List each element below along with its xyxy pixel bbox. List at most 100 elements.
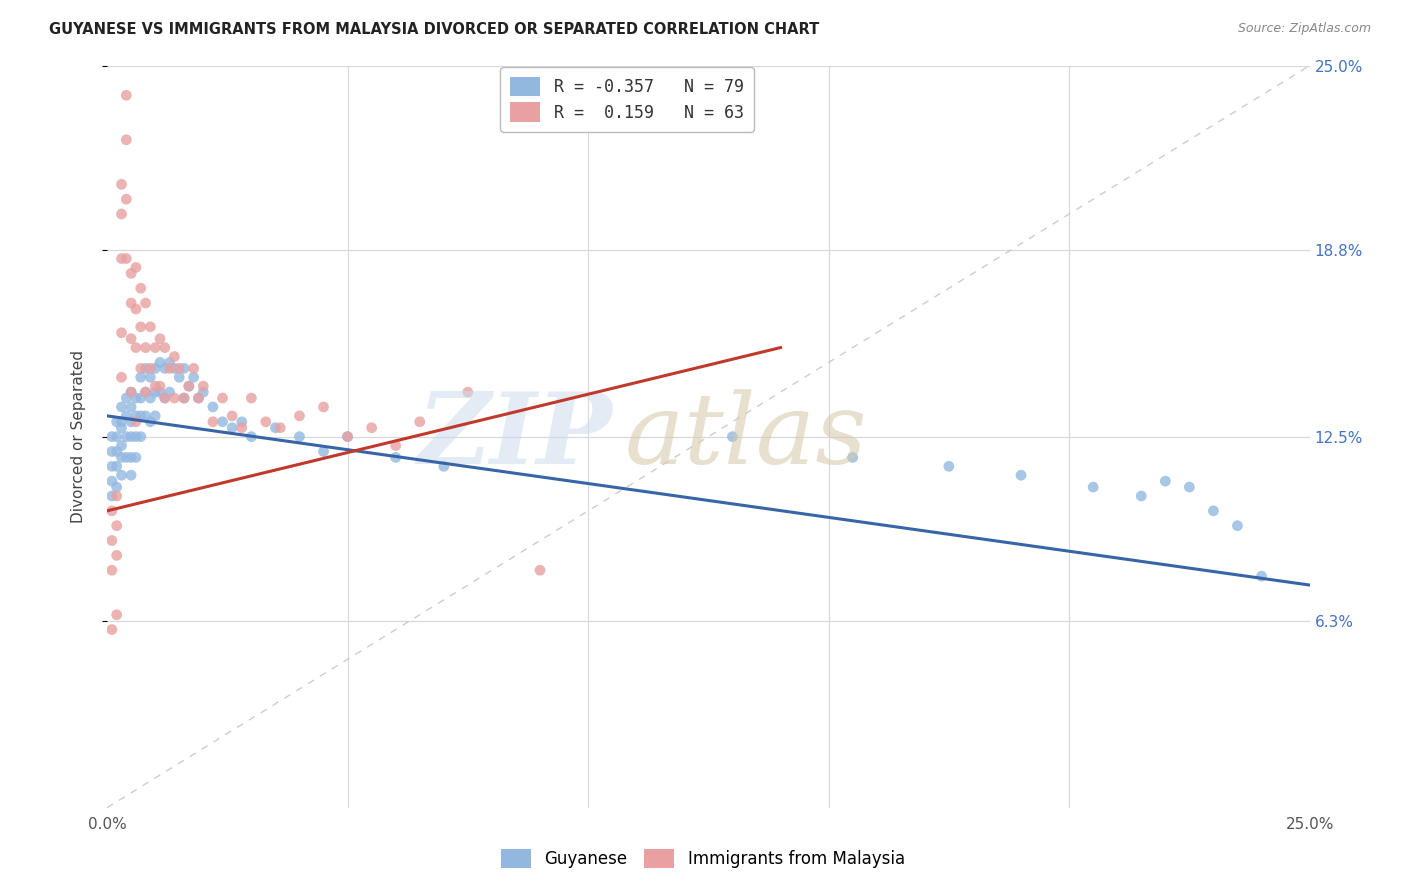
Point bbox=[101, 459, 124, 474]
Point bbox=[1250, 569, 1272, 583]
Point bbox=[101, 430, 124, 444]
Point bbox=[264, 421, 287, 435]
Point bbox=[105, 518, 128, 533]
Point bbox=[129, 370, 152, 384]
Point bbox=[1154, 474, 1177, 488]
Point bbox=[153, 341, 176, 355]
Point bbox=[101, 444, 124, 458]
Point bbox=[177, 379, 200, 393]
Point bbox=[143, 385, 166, 400]
Y-axis label: Divorced or Separated: Divorced or Separated bbox=[72, 351, 86, 523]
Point bbox=[183, 361, 205, 376]
Point bbox=[120, 266, 142, 280]
Point bbox=[129, 430, 152, 444]
Point bbox=[288, 409, 311, 423]
Point bbox=[105, 415, 128, 429]
Point bbox=[125, 391, 148, 405]
Point bbox=[163, 361, 186, 376]
Point bbox=[1010, 468, 1032, 483]
Point bbox=[360, 421, 382, 435]
Point bbox=[129, 391, 152, 405]
Point bbox=[240, 391, 263, 405]
Point bbox=[201, 400, 224, 414]
Point bbox=[120, 415, 142, 429]
Point bbox=[312, 444, 335, 458]
Point bbox=[110, 178, 132, 192]
Point bbox=[125, 260, 148, 275]
Point bbox=[231, 421, 253, 435]
Point bbox=[110, 438, 132, 452]
Point bbox=[529, 563, 551, 577]
Text: ZIP: ZIP bbox=[418, 388, 612, 485]
Point bbox=[841, 450, 863, 465]
Point bbox=[101, 563, 124, 577]
Point bbox=[120, 450, 142, 465]
Point bbox=[149, 332, 172, 346]
Point bbox=[167, 370, 190, 384]
Point bbox=[139, 415, 162, 429]
Point bbox=[1178, 480, 1201, 494]
Point bbox=[153, 391, 176, 405]
Point bbox=[143, 409, 166, 423]
Point bbox=[135, 385, 157, 400]
Text: Source: ZipAtlas.com: Source: ZipAtlas.com bbox=[1237, 22, 1371, 36]
Point bbox=[125, 450, 148, 465]
Point bbox=[183, 370, 205, 384]
Point bbox=[125, 415, 148, 429]
Point bbox=[135, 409, 157, 423]
Point bbox=[110, 400, 132, 414]
Point bbox=[433, 459, 456, 474]
Point bbox=[110, 252, 132, 266]
Point bbox=[149, 355, 172, 369]
Point bbox=[288, 430, 311, 444]
Point bbox=[135, 385, 157, 400]
Point bbox=[120, 468, 142, 483]
Point bbox=[312, 400, 335, 414]
Point bbox=[110, 370, 132, 384]
Point bbox=[120, 385, 142, 400]
Point bbox=[125, 430, 148, 444]
Point bbox=[105, 489, 128, 503]
Point bbox=[115, 192, 138, 206]
Point bbox=[115, 409, 138, 423]
Point bbox=[159, 385, 181, 400]
Point bbox=[105, 549, 128, 563]
Point bbox=[409, 415, 432, 429]
Point bbox=[173, 391, 195, 405]
Point bbox=[173, 391, 195, 405]
Point bbox=[139, 361, 162, 376]
Point bbox=[384, 438, 406, 452]
Point bbox=[187, 391, 209, 405]
Point bbox=[110, 450, 132, 465]
Point bbox=[143, 379, 166, 393]
Point bbox=[115, 252, 138, 266]
Point bbox=[110, 415, 132, 429]
Point bbox=[721, 430, 744, 444]
Point bbox=[120, 332, 142, 346]
Point bbox=[120, 430, 142, 444]
Point bbox=[159, 355, 181, 369]
Point bbox=[129, 319, 152, 334]
Point bbox=[139, 319, 162, 334]
Point bbox=[163, 391, 186, 405]
Point bbox=[336, 430, 359, 444]
Point bbox=[149, 379, 172, 393]
Point bbox=[187, 391, 209, 405]
Point bbox=[105, 430, 128, 444]
Point bbox=[135, 296, 157, 310]
Point bbox=[153, 361, 176, 376]
Point bbox=[221, 409, 243, 423]
Point bbox=[125, 341, 148, 355]
Point bbox=[1226, 518, 1249, 533]
Point bbox=[105, 444, 128, 458]
Point bbox=[115, 450, 138, 465]
Point bbox=[201, 415, 224, 429]
Point bbox=[938, 459, 960, 474]
Point bbox=[177, 379, 200, 393]
Point bbox=[105, 459, 128, 474]
Point bbox=[135, 361, 157, 376]
Point bbox=[101, 489, 124, 503]
Point bbox=[115, 430, 138, 444]
Point bbox=[159, 361, 181, 376]
Point bbox=[101, 504, 124, 518]
